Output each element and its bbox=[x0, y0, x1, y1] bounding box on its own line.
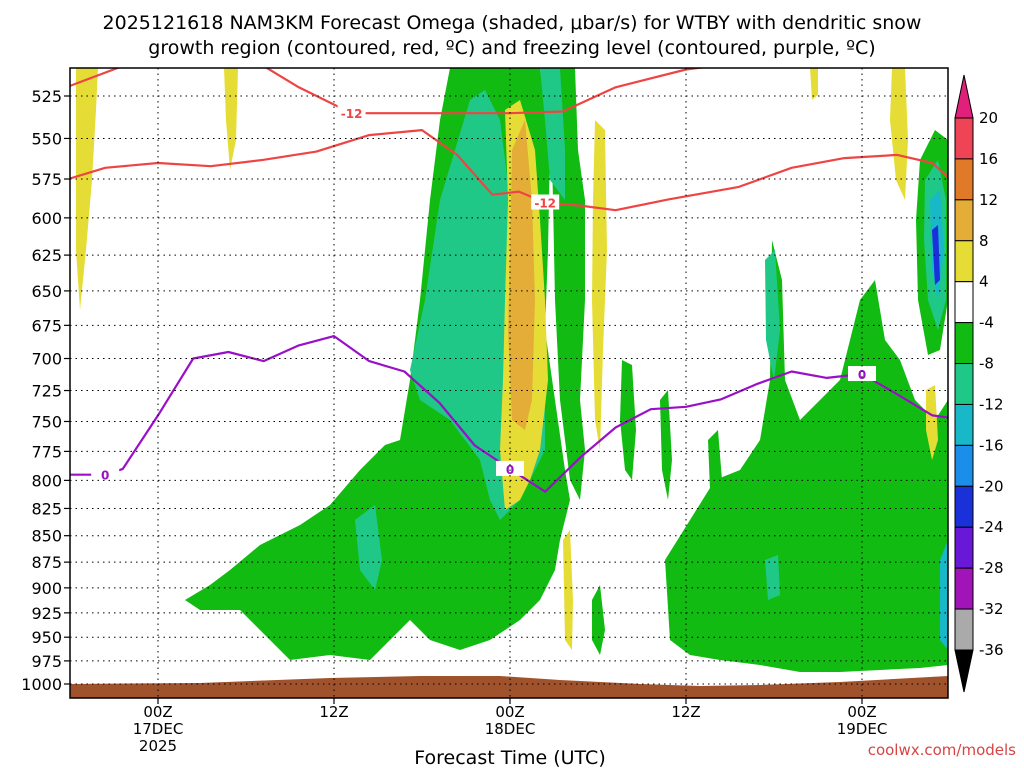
grid-lines bbox=[70, 68, 948, 698]
colorbar-tick-label: -32 bbox=[979, 600, 1004, 618]
colorbar-tick-label: -12 bbox=[979, 395, 1004, 413]
credit-text: coolwx.com/models bbox=[868, 741, 1016, 759]
colorbar-tick-label: 12 bbox=[979, 191, 998, 209]
y-tick-label: 1000 bbox=[21, 675, 62, 694]
contour-label: -12 bbox=[534, 197, 556, 211]
x-tick-label: 12Z bbox=[319, 703, 348, 721]
colorbar-swatch bbox=[954, 240, 974, 283]
x-tick-label: 00Z bbox=[847, 703, 876, 721]
x-tick-label: 18DEC bbox=[485, 720, 536, 738]
dgz-contour-lower bbox=[70, 129, 948, 212]
chart-title-line2: growth region (contoured, red, ºC) and f… bbox=[148, 37, 875, 59]
contour-label-bg bbox=[496, 460, 524, 476]
colorbar-tick-label: 4 bbox=[979, 273, 989, 291]
colorbar-swatch bbox=[954, 322, 974, 365]
contour-label-bg bbox=[848, 366, 876, 382]
colorbar-swatch bbox=[954, 608, 974, 651]
colorbar-swatch bbox=[954, 199, 974, 242]
contour-label: 0 bbox=[101, 469, 109, 483]
y-tick-label: 525 bbox=[31, 87, 62, 106]
y-tick-label: 600 bbox=[31, 209, 62, 228]
colorbar-swatch bbox=[954, 281, 974, 324]
colorbar-tick-label: 20 bbox=[979, 109, 998, 127]
x-tick-label: 12Z bbox=[671, 703, 700, 721]
contour-label-bg bbox=[337, 105, 366, 121]
colorbar-swatch bbox=[954, 363, 974, 405]
y-tick-label: 750 bbox=[31, 412, 62, 431]
colorbar: 20 16 12 8 4 -4 -8 -12 -16 -20 -24 -28 -32 -36 bbox=[954, 74, 1004, 693]
colorbar-top-arrow bbox=[954, 74, 974, 119]
contour-label: -12 bbox=[341, 107, 363, 121]
colorbar-swatch bbox=[954, 403, 974, 446]
x-tick-label: 17DEC bbox=[133, 720, 184, 738]
ground-surface bbox=[70, 676, 948, 698]
colorbar-tick-label: -8 bbox=[979, 355, 994, 373]
y-tick-label: 800 bbox=[31, 471, 62, 490]
colorbar-tick-label: -16 bbox=[979, 436, 1004, 454]
chart-title-line1: 2025121618 NAM3KM Forecast Omega (shaded… bbox=[103, 12, 922, 34]
x-tick-label: 2025 bbox=[139, 737, 177, 755]
colorbar-tick-label: -36 bbox=[979, 641, 1004, 659]
colorbar-swatch bbox=[954, 158, 974, 201]
x-tick-label: 19DEC bbox=[837, 720, 888, 738]
colorbar-swatch bbox=[954, 526, 974, 569]
colorbar-tick-label: -28 bbox=[979, 559, 1004, 577]
colorbar-swatch bbox=[954, 444, 974, 487]
x-tick-label: 00Z bbox=[495, 703, 524, 721]
y-tick-label: 700 bbox=[31, 350, 62, 369]
y-tick-label: 900 bbox=[31, 579, 62, 598]
colorbar-tick-label: -4 bbox=[979, 314, 994, 332]
y-tick-label: 550 bbox=[31, 129, 62, 148]
omega-shading bbox=[76, 68, 948, 672]
colorbar-swatch bbox=[954, 485, 974, 528]
colorbar-tick-label: 8 bbox=[979, 232, 989, 250]
y-tick-label: 650 bbox=[31, 282, 62, 301]
y-axis: 525 550 575 600 625 650 675 700 725 750 775 800 825 8… bbox=[21, 87, 70, 694]
x-tick-label: 00Z bbox=[143, 703, 172, 721]
y-tick-label: 825 bbox=[31, 499, 62, 518]
y-tick-label: 975 bbox=[31, 652, 62, 671]
colorbar-tick-label: 16 bbox=[979, 150, 998, 168]
colorbar-bottom-arrow bbox=[954, 649, 974, 693]
y-tick-label: 875 bbox=[31, 553, 62, 572]
freezing-level-contour bbox=[70, 335, 948, 493]
y-tick-label: 725 bbox=[31, 382, 62, 401]
x-axis-label: Forecast Time (UTC) bbox=[414, 747, 605, 768]
plot-frame bbox=[69, 67, 949, 699]
contour-label-bg bbox=[531, 194, 560, 210]
colorbar-swatch bbox=[954, 117, 974, 160]
contour-label: 0 bbox=[858, 368, 866, 382]
y-tick-label: 575 bbox=[31, 170, 62, 189]
y-tick-label: 625 bbox=[31, 246, 62, 265]
y-tick-label: 850 bbox=[31, 527, 62, 546]
contour-layer: -12-120 00 bbox=[70, 68, 948, 493]
colorbar-tick-label: -20 bbox=[979, 477, 1004, 495]
dgz-contour-upper bbox=[70, 68, 707, 115]
colorbar-tick-label: -24 bbox=[979, 518, 1004, 536]
y-tick-label: 925 bbox=[31, 604, 62, 623]
contour-label-bg bbox=[91, 466, 120, 482]
y-tick-label: 675 bbox=[31, 316, 62, 335]
y-tick-label: 775 bbox=[31, 442, 62, 461]
y-tick-label: 950 bbox=[31, 628, 62, 647]
colorbar-swatch bbox=[954, 567, 974, 610]
